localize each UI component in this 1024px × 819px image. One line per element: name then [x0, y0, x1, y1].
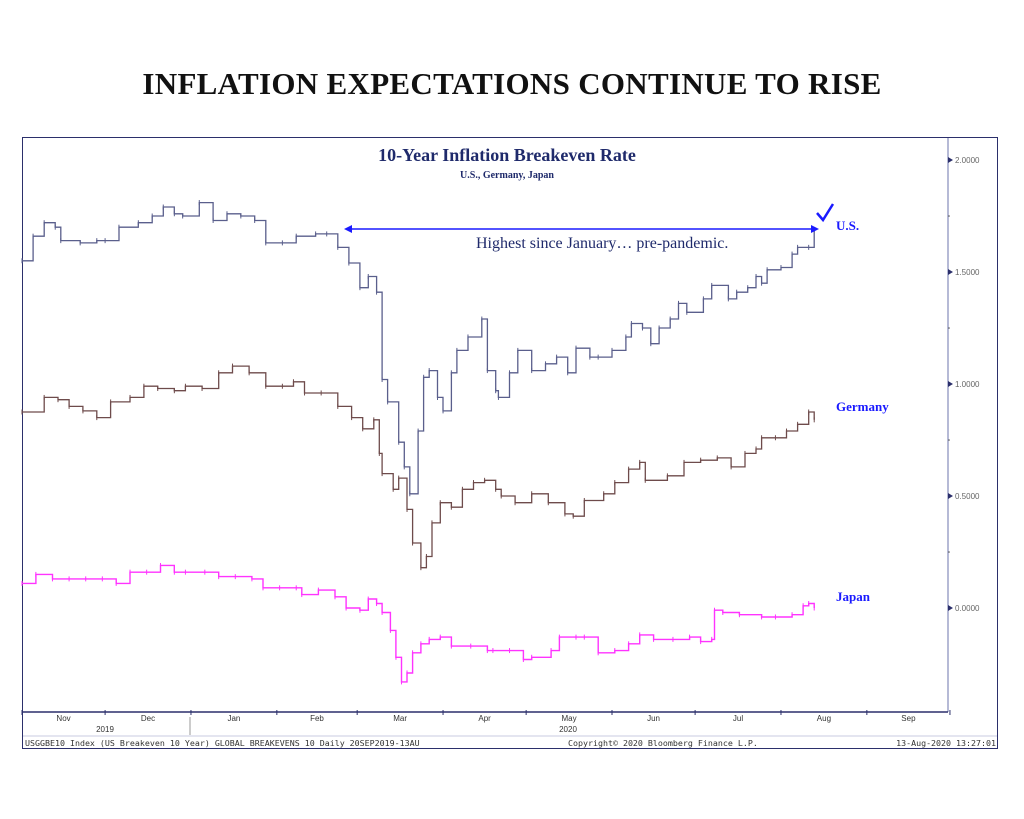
- x-tick-label: Jun: [647, 714, 660, 723]
- year-label: 2020: [559, 725, 577, 734]
- x-tick-label: Apr: [478, 714, 491, 723]
- callout-arrow: [344, 225, 819, 233]
- x-tick-label: Mar: [393, 714, 407, 723]
- series-line-japan: [22, 564, 815, 683]
- y-minor-tick: [948, 327, 950, 329]
- x-tick-label: Sep: [901, 714, 916, 723]
- y-tick-label: 1.5000: [955, 268, 980, 277]
- chart-subtitle: U.S., Germany, Japan: [460, 170, 554, 181]
- y-tick-label: 0.0000: [955, 604, 980, 613]
- series-label-germany: Germany: [836, 399, 889, 414]
- y-tick-mark: [948, 381, 953, 387]
- page-title: INFLATION EXPECTATIONS CONTINUE TO RISE: [142, 66, 882, 101]
- y-tick-label: 0.5000: [955, 492, 980, 501]
- y-tick-mark: [948, 493, 953, 499]
- x-tick-label: Dec: [141, 714, 155, 723]
- y-tick-mark: [948, 605, 953, 611]
- series-label-us: U.S.: [836, 218, 859, 233]
- series-label-japan: Japan: [836, 589, 871, 604]
- x-tick-label: Jan: [227, 714, 240, 723]
- y-tick-label: 2.0000: [955, 156, 980, 165]
- y-minor-tick: [948, 439, 950, 441]
- y-tick-label: 1.0000: [955, 380, 980, 389]
- year-label: 2019: [96, 725, 114, 734]
- footer-source: USGGBE10 Index (US Breakeven 10 Year) GL…: [25, 738, 420, 748]
- y-minor-tick: [948, 215, 950, 217]
- y-minor-tick: [948, 551, 950, 553]
- x-tick-label: Feb: [310, 714, 324, 723]
- footer-timestamp: 13-Aug-2020 13:27:01: [896, 738, 996, 748]
- footer-copyright: Copyright© 2020 Bloomberg Finance L.P.: [568, 738, 758, 748]
- series-line-germany: [22, 365, 815, 569]
- chart-title: 10-Year Inflation Breakeven Rate: [378, 145, 636, 165]
- chart-frame: [22, 137, 998, 749]
- x-tick-label: May: [562, 714, 577, 723]
- x-tick-label: Nov: [56, 714, 70, 723]
- callout-text: Highest since January… pre-pandemic.: [476, 235, 728, 252]
- y-tick-mark: [948, 157, 953, 163]
- x-tick-label: Aug: [817, 714, 831, 723]
- x-tick-label: Jul: [733, 714, 743, 723]
- checkmark-icon: [816, 203, 835, 223]
- y-tick-mark: [948, 269, 953, 275]
